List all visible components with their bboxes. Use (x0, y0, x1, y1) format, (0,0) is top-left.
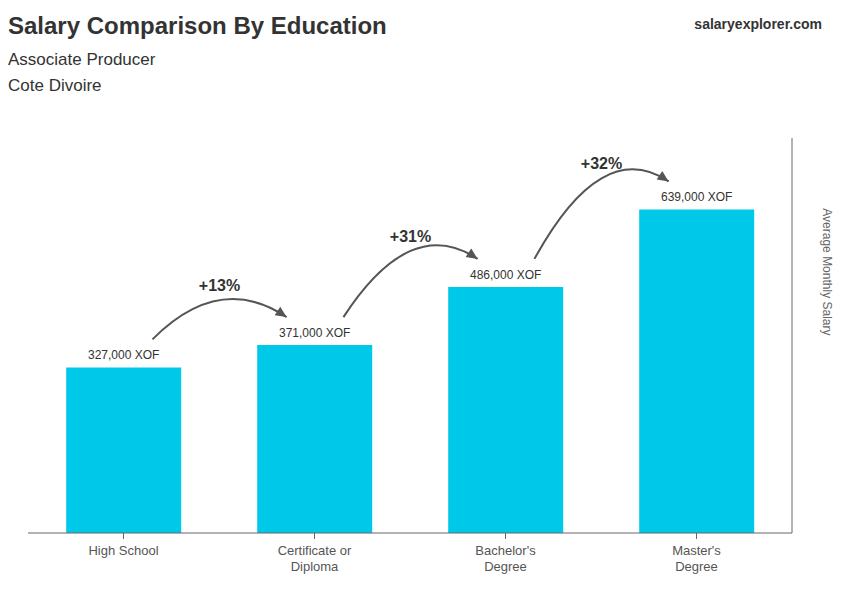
html-text:Salary Comparison By Education: Salary Comparison By Education (8, 12, 387, 39)
svg-text:Certificate orDiploma: Certificate orDiploma (278, 543, 352, 574)
svg-text:+32%: +32% (581, 155, 622, 172)
svg-text:High School: High School (88, 543, 158, 558)
svg-text:Bachelor'sDegree: Bachelor'sDegree (475, 543, 536, 574)
svg-text:Master'sDegree: Master'sDegree (672, 543, 721, 574)
svg-text:639,000 XOF: 639,000 XOF (661, 190, 732, 204)
html-text:salary explorer.com: salary explorer.com (694, 16, 822, 32)
svg-text:Average Monthly Salary: Average Monthly Salary (820, 208, 834, 335)
html-text:Cote Divoire: Cote Divoire (8, 76, 102, 95)
html-text:Associate Producer: Associate Producer (8, 50, 156, 69)
svg-text:486,000 XOF: 486,000 XOF (470, 268, 541, 282)
svg-text:+13%: +13% (199, 277, 240, 294)
svg-text:327,000 XOF: 327,000 XOF (88, 348, 159, 362)
svg-text:+31%: +31% (390, 228, 431, 245)
svg-text:371,000 XOF: 371,000 XOF (279, 326, 350, 340)
